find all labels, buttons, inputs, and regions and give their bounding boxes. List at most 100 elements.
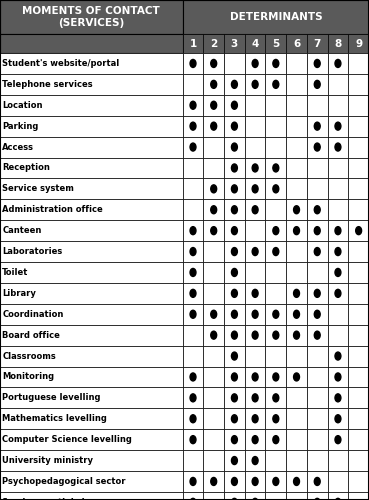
- Circle shape: [335, 436, 341, 444]
- Circle shape: [231, 352, 237, 360]
- Circle shape: [335, 352, 341, 360]
- Circle shape: [252, 185, 258, 193]
- Bar: [203, 408, 224, 429]
- Bar: [265, 471, 286, 492]
- Circle shape: [252, 331, 258, 339]
- Bar: [328, 34, 348, 53]
- Circle shape: [335, 415, 341, 423]
- Circle shape: [190, 310, 196, 318]
- Bar: [328, 388, 348, 408]
- Bar: [328, 283, 348, 304]
- Circle shape: [211, 101, 217, 110]
- Bar: [328, 262, 348, 283]
- Circle shape: [335, 498, 341, 500]
- Bar: [183, 366, 203, 388]
- Bar: [0, 136, 183, 158]
- Bar: [183, 116, 203, 136]
- Bar: [203, 116, 224, 136]
- Circle shape: [294, 206, 300, 214]
- Circle shape: [231, 373, 237, 381]
- Bar: [245, 178, 265, 200]
- Bar: [286, 158, 307, 178]
- Bar: [245, 241, 265, 262]
- Bar: [224, 408, 245, 429]
- Text: Telephone services: Telephone services: [2, 80, 93, 89]
- Text: 4: 4: [251, 38, 259, 48]
- Bar: [286, 492, 307, 500]
- Bar: [286, 200, 307, 220]
- Circle shape: [211, 185, 217, 193]
- Bar: [348, 324, 369, 345]
- Bar: [245, 220, 265, 241]
- Bar: [307, 324, 328, 345]
- Circle shape: [231, 248, 237, 256]
- Bar: [203, 366, 224, 388]
- Bar: [265, 220, 286, 241]
- Bar: [183, 492, 203, 500]
- Text: 8: 8: [334, 38, 342, 48]
- Circle shape: [273, 185, 279, 193]
- Circle shape: [231, 164, 237, 172]
- Bar: [203, 450, 224, 471]
- Text: Toilet: Toilet: [2, 268, 28, 277]
- Bar: [286, 450, 307, 471]
- Bar: [307, 492, 328, 500]
- Bar: [245, 283, 265, 304]
- Bar: [307, 74, 328, 95]
- Bar: [245, 136, 265, 158]
- Circle shape: [273, 60, 279, 68]
- Bar: [286, 388, 307, 408]
- Circle shape: [273, 373, 279, 381]
- Text: Administration office: Administration office: [2, 205, 103, 214]
- Circle shape: [190, 268, 196, 276]
- Bar: [0, 116, 183, 136]
- Bar: [348, 346, 369, 366]
- Bar: [0, 158, 183, 178]
- Bar: [245, 408, 265, 429]
- Bar: [245, 346, 265, 366]
- Bar: [286, 262, 307, 283]
- Circle shape: [273, 394, 279, 402]
- Bar: [348, 74, 369, 95]
- Text: Mathematics levelling: Mathematics levelling: [2, 414, 107, 423]
- Bar: [203, 95, 224, 116]
- Bar: [286, 220, 307, 241]
- Bar: [183, 220, 203, 241]
- Circle shape: [190, 60, 196, 68]
- Bar: [265, 136, 286, 158]
- Bar: [183, 53, 203, 74]
- Circle shape: [231, 478, 237, 486]
- Text: Canteen: Canteen: [2, 226, 42, 235]
- Circle shape: [190, 248, 196, 256]
- Bar: [183, 34, 203, 53]
- Circle shape: [314, 290, 320, 298]
- Circle shape: [211, 122, 217, 130]
- Bar: [224, 324, 245, 345]
- Bar: [265, 74, 286, 95]
- Bar: [286, 408, 307, 429]
- Bar: [307, 200, 328, 220]
- Bar: [203, 136, 224, 158]
- Bar: [203, 158, 224, 178]
- Circle shape: [190, 394, 196, 402]
- Bar: [183, 74, 203, 95]
- Bar: [286, 346, 307, 366]
- Circle shape: [335, 226, 341, 234]
- Bar: [286, 471, 307, 492]
- Text: Location: Location: [2, 101, 43, 110]
- Bar: [203, 34, 224, 53]
- Bar: [307, 95, 328, 116]
- Circle shape: [231, 268, 237, 276]
- Circle shape: [231, 226, 237, 234]
- Circle shape: [252, 456, 258, 464]
- Bar: [328, 220, 348, 241]
- Bar: [245, 324, 265, 345]
- Bar: [307, 220, 328, 241]
- Bar: [224, 53, 245, 74]
- Bar: [307, 241, 328, 262]
- Bar: [224, 116, 245, 136]
- Bar: [286, 116, 307, 136]
- Bar: [307, 450, 328, 471]
- Bar: [0, 304, 183, 324]
- Bar: [265, 158, 286, 178]
